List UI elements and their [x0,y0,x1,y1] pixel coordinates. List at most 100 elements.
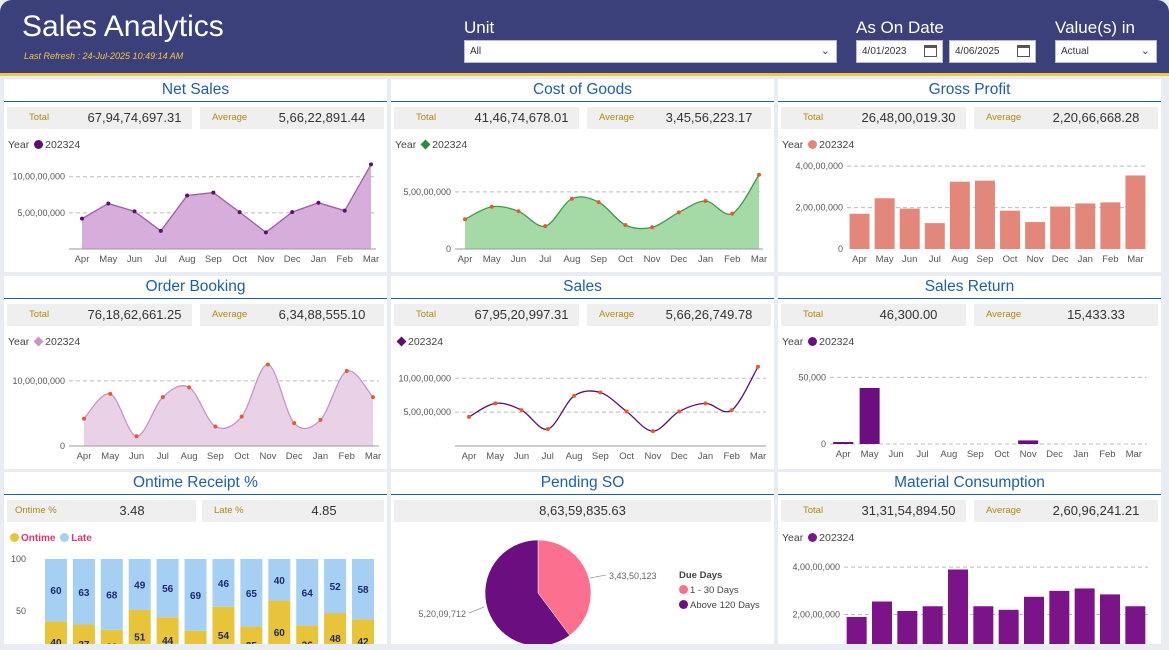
x-tick-label: Nov [1027,254,1044,265]
calendar-icon[interactable] [924,45,937,57]
x-tick-label: Jul [916,449,928,460]
legend-year-label: Year [782,532,804,544]
x-tick-label: Oct [618,254,633,265]
late-bar [100,559,123,630]
data-point [108,391,113,396]
gross-profit-panel: Gross Profit Total 26,48,00,019.30 Avera… [778,79,1161,272]
x-tick-label: Nov [257,254,274,265]
data-point [160,395,165,400]
sales-return-total-value: 46,300.00 [879,307,938,322]
legend-ontime-label[interactable]: Ontime [21,533,56,544]
app-title: Sales Analytics [22,10,224,43]
legend-series-label[interactable]: 202324 [432,139,468,151]
legend-series-label[interactable]: 202324 [819,139,855,151]
unit-dropdown[interactable]: All ⌄ [464,40,837,63]
x-tick-label: Apr [462,451,477,462]
date-from-value: 4/01/2023 [862,46,907,57]
legend-series-label[interactable]: 202324 [819,336,855,348]
sales-return-title: Sales Return [778,276,1161,299]
data-point [703,199,708,203]
material-average-card: Average 2,60,96,241.21 [974,500,1158,522]
average-label: Average [986,112,1022,123]
late-bar [240,559,263,627]
legend-series-label[interactable]: 202324 [45,139,81,151]
late-data-label: 69 [190,591,202,602]
x-tick-label: Aug [951,254,968,265]
sales-total-card: Total 67,95,20,997.31 [394,304,579,326]
data-point [545,427,550,432]
legend-series-label[interactable]: 202324 [408,336,444,348]
ontime-bar [240,626,263,644]
x-tick-label: Mar [1127,254,1143,265]
x-tick-label: Jan [698,451,713,462]
data-point [318,417,323,422]
y-tick-label: 0 [821,439,826,449]
sales-return-total-card: Total 46,300.00 [781,304,966,326]
legend-series-label[interactable]: 202324 [45,336,81,348]
gross-profit-title: Gross Profit [778,79,1161,102]
total-label: Total [803,309,824,320]
order-booking-chart: 0 10,00,00,000 Apr May Jun Jul Aug Sep Oct Nov Dec… [12,362,381,462]
data-point [132,209,137,214]
legend-series-label[interactable]: 202324 [819,532,855,544]
x-tick-label: May [876,254,894,265]
ontime-data-label: 32 [106,642,118,644]
data-point [369,162,373,167]
legend-1-30-days[interactable]: 1 - 30 Days [690,585,739,596]
series-dot-icon [808,337,818,346]
header-bar: Sales Analytics Last Refresh : 24-Jul-20… [0,0,1169,76]
x-tick-label: Aug [179,254,196,265]
late-data-label: 56 [162,584,174,595]
material-consumption-title: Material Consumption [778,472,1161,495]
legend-year-label: Year [8,139,30,151]
bar [973,606,994,644]
sales-return-average-value: 15,433.33 [1067,307,1125,322]
material-average-value: 2,60,96,241.21 [1052,503,1140,518]
gross-profit-average-value: 2,20,66,668.28 [1052,110,1140,125]
x-tick-label: Feb [339,451,355,462]
legend-late-label[interactable]: Late [71,533,92,544]
legend-above-120-days[interactable]: Above 120 Days [690,600,760,611]
ontime-bar [100,629,123,644]
x-tick-label: Mar [365,451,381,462]
material-legend: Year 202324 [782,532,854,544]
late-bar [324,559,347,614]
x-tick-label: Apr [75,254,90,265]
calendar-icon[interactable] [1017,45,1030,57]
ontime-percent-value: 3.48 [119,503,145,518]
bar [922,606,943,644]
total-label: Total [29,112,50,123]
leader-line [589,574,607,579]
ontime-data-label: 31 [190,643,202,644]
x-tick-label: Jul [157,451,169,462]
x-tick-label: May [486,451,504,462]
order-booking-total-value: 76,18,62,661.25 [87,307,182,322]
x-tick-label: Jun [514,451,529,462]
date-to-input[interactable]: 4/06/2025 [949,40,1036,63]
x-tick-label: Feb [1099,449,1115,460]
x-tick-label: Jan [313,451,328,462]
x-tick-label: Apr [77,451,92,462]
x-tick-label: Sep [590,254,607,265]
late-bar [128,559,151,610]
area-fill [465,174,759,249]
sales-title: Sales [391,276,774,299]
leader-line [468,606,485,614]
x-tick-label: Jun [129,451,144,462]
average-label: Average [212,309,248,320]
bar [1050,206,1071,249]
data-point [342,208,347,213]
data-point [543,224,548,229]
cost-of-goods-average-card: Average 3,45,56,223.17 [587,107,771,129]
data-point [290,210,295,215]
y-tick-label: 5,00,00,000 [403,407,451,417]
late-data-label: 46 [218,579,230,590]
x-tick-label: Oct [619,451,634,462]
data-point [493,401,498,406]
date-from-input[interactable]: 4/01/2023 [856,40,943,63]
sales-return-panel: Sales Return Total 46,300.00 Average 15,… [778,276,1161,469]
x-tick-label: Jun [127,254,142,265]
x-tick-label: Aug [566,451,583,462]
ontime-bar [352,619,375,644]
values-in-dropdown[interactable]: Actual ⌄ [1055,40,1157,63]
